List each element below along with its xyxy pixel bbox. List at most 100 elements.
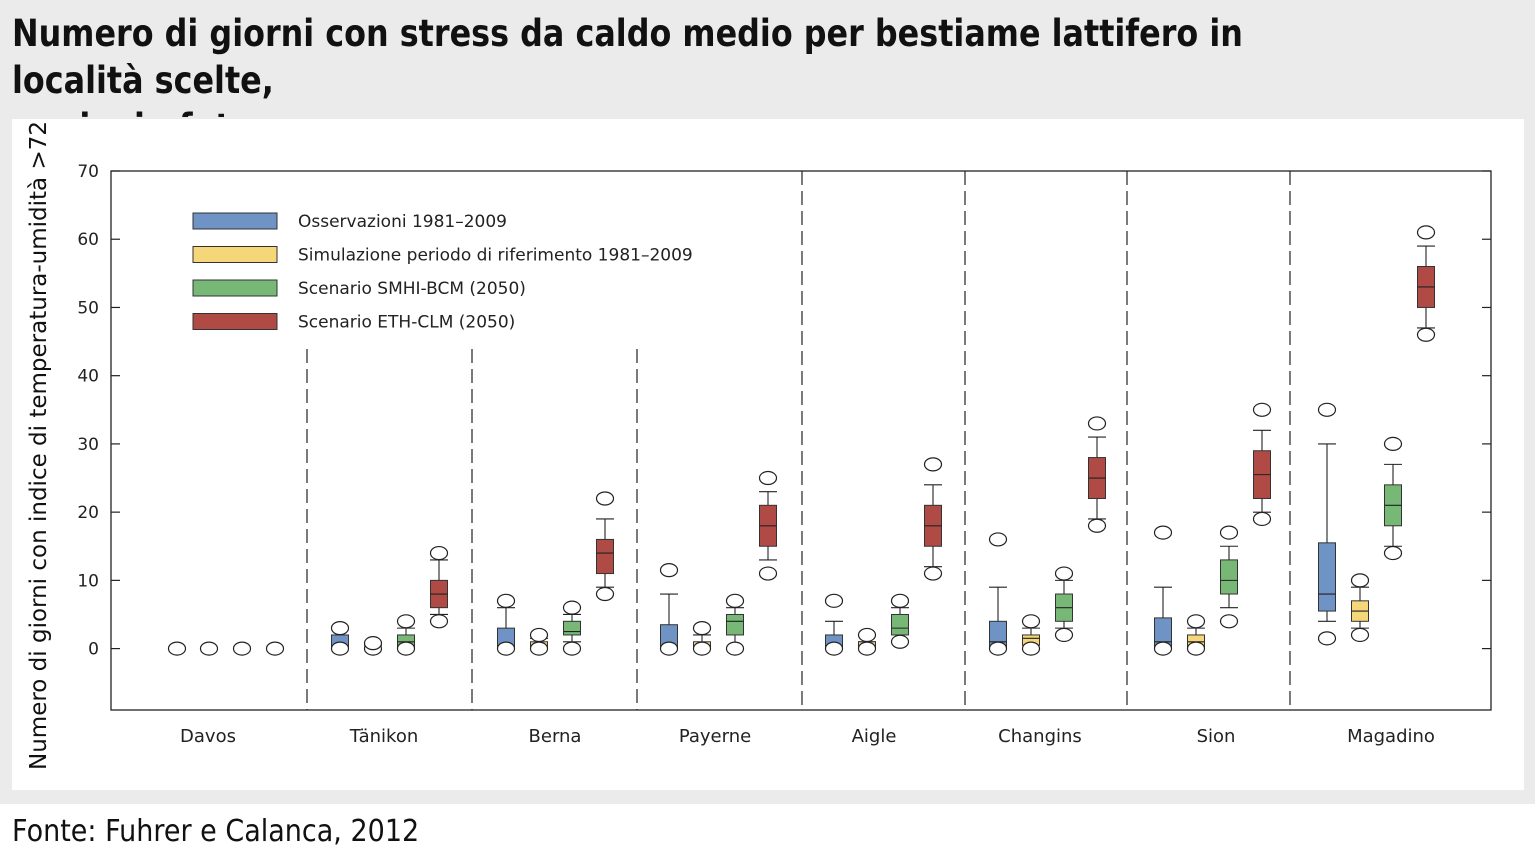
outlier-point (429, 545, 449, 561)
outlier-point (692, 641, 712, 656)
outlier-point (725, 593, 745, 608)
box-2-3 (595, 491, 615, 602)
plot-frame (110, 170, 1492, 711)
box-4-3 (923, 457, 943, 581)
outlier-point (529, 627, 549, 643)
outlier-point (824, 593, 844, 608)
box-5-0 (988, 532, 1008, 656)
y-axis-label: Numero di giorni con indice di temperatu… (26, 121, 52, 770)
box-6-3 (1252, 402, 1272, 527)
box-5-1 (1021, 614, 1041, 656)
outlier-point (890, 634, 910, 649)
outlier-point (396, 614, 416, 629)
legend-swatch (192, 246, 278, 263)
box-iqr (1318, 542, 1336, 612)
outlier-point (857, 627, 877, 643)
outlier-point (1252, 511, 1272, 527)
box-5-3 (1087, 416, 1107, 533)
outlier-point (562, 600, 582, 615)
box-1-3 (429, 545, 449, 629)
outlier-point (758, 470, 778, 486)
outlier-point (330, 641, 350, 656)
box-3-0 (659, 563, 679, 656)
outlier-point (562, 641, 582, 656)
box-7-2 (1383, 436, 1403, 561)
outlier-point (1317, 631, 1337, 646)
outlier-point (429, 614, 449, 629)
y-tick-label: 70 (77, 162, 99, 182)
outlier-point (1021, 641, 1041, 656)
outlier-point (1219, 525, 1239, 540)
category-label: Sion (1197, 726, 1236, 747)
y-tick-label: 20 (77, 503, 99, 523)
outlier-point (824, 641, 844, 656)
outlier-point (1219, 614, 1239, 629)
legend-swatch (192, 279, 278, 297)
category-label: Magadino (1347, 726, 1435, 747)
box-6-2 (1219, 525, 1239, 629)
category-label: Tänikon (349, 726, 419, 747)
outlier-point (363, 636, 383, 651)
box-iqr (1220, 559, 1238, 595)
outlier-point (396, 641, 416, 656)
outlier-point (529, 641, 549, 656)
outlier-point (1054, 566, 1074, 581)
outlier-point (1383, 545, 1403, 561)
box-1-1 (363, 636, 383, 656)
box-2-1 (529, 627, 549, 656)
box-iqr (726, 613, 744, 636)
outlier-point (1252, 402, 1272, 417)
outlier-point (1383, 436, 1403, 452)
outlier-point (857, 641, 877, 656)
outlier-point (758, 566, 778, 581)
box-1-2 (396, 614, 416, 656)
source-note: Fonte: Fuhrer e Calanca, 2012 (12, 814, 420, 849)
y-tick-label: 0 (88, 640, 99, 660)
outlier-point (496, 593, 516, 608)
outlier-point (659, 641, 679, 656)
legend-label: Scenario ETH-CLM (2050) (298, 313, 515, 333)
box-iqr (563, 620, 581, 636)
outlier-point (265, 641, 285, 656)
outlier-point (595, 491, 615, 506)
box-7-3 (1416, 225, 1436, 342)
legend-label: Simulazione periodo di riferimento 1981–… (298, 246, 693, 266)
category-label: Aigle (852, 726, 897, 747)
y-tick-label: 50 (77, 298, 99, 318)
category-label: Davos (180, 726, 236, 747)
outlier-point (496, 641, 516, 656)
legend-swatch (192, 212, 278, 230)
outlier-point (1087, 416, 1107, 431)
box-4-1 (857, 627, 877, 656)
legend-label: Osservazioni 1981–2009 (298, 212, 507, 232)
y-tick-label: 60 (77, 230, 99, 250)
y-tick-label: 40 (77, 367, 99, 387)
outlier-point (1054, 627, 1074, 643)
outlier-point (988, 641, 1008, 656)
outlier-point (595, 586, 615, 602)
outlier-point (923, 566, 943, 581)
y-tick-label: 10 (77, 571, 99, 591)
outlier-point (1416, 327, 1436, 342)
box-6-0 (1153, 525, 1173, 656)
outlier-point (725, 641, 745, 656)
category-label: Changins (998, 726, 1082, 747)
outlier-point (1186, 641, 1206, 656)
y-tick-label: 30 (77, 435, 99, 455)
title-line-1: Numero di giorni con stress da caldo med… (12, 12, 1243, 102)
box-3-2 (725, 593, 745, 656)
box-0-2 (232, 641, 252, 656)
outlier-point (923, 457, 943, 472)
box-5-2 (1054, 566, 1074, 643)
box-4-0 (824, 593, 844, 656)
box-4-2 (890, 593, 910, 649)
outlier-point (1416, 225, 1436, 240)
box-2-0 (496, 593, 516, 656)
outlier-point (199, 641, 219, 656)
legend-label: Scenario SMHI-BCM (2050) (298, 279, 526, 299)
outlier-point (1087, 518, 1107, 533)
outlier-point (330, 621, 350, 636)
outlier-point (1350, 627, 1370, 643)
box-7-1 (1350, 573, 1370, 643)
outlier-point (1350, 573, 1370, 588)
